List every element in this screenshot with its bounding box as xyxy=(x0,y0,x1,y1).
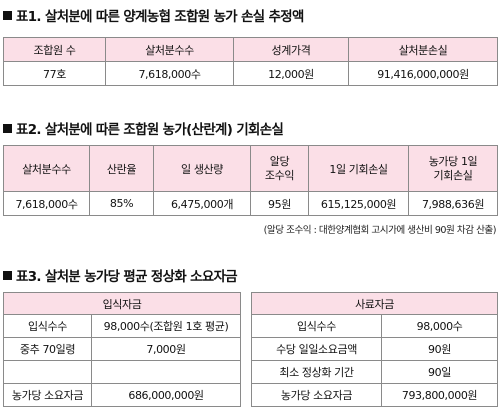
table2-cell: 85% xyxy=(89,191,154,216)
table3-right-label: 최소 정상화 기간 xyxy=(251,360,382,384)
table3-left-label xyxy=(3,360,92,384)
table1-header-row: 조합원 수 살처분수수 성계가격 살처분손실 xyxy=(3,37,498,62)
square-bullet-icon xyxy=(3,11,12,20)
table3-left-label: 중추 70일령 xyxy=(3,337,92,361)
table3-right-value: 793,800,000원 xyxy=(380,383,499,407)
table3-right-header-row: 사료자금 xyxy=(250,292,499,315)
table3-left-value: 7,000원 xyxy=(90,337,242,361)
table2-header-row: 살처분수수 산란율 일 생산량 알당 조수익 1일 기회손실 농가당 1일 기회… xyxy=(3,145,498,192)
table3-title: 표3. 살처분 농가당 평균 정상화 소요자금 xyxy=(3,265,238,285)
table3-left-row: 중추 70일령 7,000원 xyxy=(3,337,242,361)
table3-left-header-row: 입식자금 xyxy=(2,292,242,315)
table2-cell: 7,988,636원 xyxy=(408,191,498,216)
table2-note: (알당 조수익 : 대한양계협회 고시가에 생산비 90원 차감 산출) xyxy=(263,225,497,236)
table2-header-cell: 살처분수수 xyxy=(3,145,90,192)
table3-right-label: 입식수수 xyxy=(251,314,382,338)
table3-right-value: 98,000수 xyxy=(380,314,499,338)
table2-cell: 615,125,000원 xyxy=(308,191,409,216)
table3-left-label: 농가당 소요자금 xyxy=(3,383,92,407)
table3-right-label: 농가당 소요자금 xyxy=(251,383,382,407)
table2-data-row: 7,618,000수 85% 6,475,000개 95원 615,125,00… xyxy=(3,191,498,216)
table3-right-header: 사료자금 xyxy=(250,292,499,315)
table3-right-row: 입식수수 98,000수 xyxy=(251,314,499,338)
table3-right-value: 90일 xyxy=(380,360,499,384)
table1-cell: 91,416,000,000원 xyxy=(348,61,498,86)
table3-right-label: 수당 일일소요금액 xyxy=(251,337,382,361)
table3-left-row: 입식수수 98,000수(조합원 1호 평균) xyxy=(3,314,242,338)
table2-header-cell: 산란율 xyxy=(89,145,154,192)
table2-header-cell: 농가당 1일 기회손실 xyxy=(408,145,498,192)
table2: 살처분수수 산란율 일 생산량 알당 조수익 1일 기회손실 농가당 1일 기회… xyxy=(3,145,498,216)
table2-title: 표2. 살처분에 따른 조합원 농가(산란계) 기회손실 xyxy=(3,118,284,138)
table1-data-row: 77호 7,618,000수 12,000원 91,416,000,000원 xyxy=(3,61,498,86)
table1-header-cell: 조합원 수 xyxy=(3,37,106,62)
table3-left-value: 686,000,000원 xyxy=(90,383,242,407)
table1-cell: 77호 xyxy=(3,61,106,86)
table1-header-cell: 성계가격 xyxy=(233,37,349,62)
table3-right: 사료자금 입식수수 98,000수 수당 일일소요금액 90원 최소 정상화 기… xyxy=(250,292,499,407)
square-bullet-icon xyxy=(3,124,12,133)
table2-header-cell: 알당 조수익 xyxy=(250,145,309,192)
table3-left-header: 입식자금 xyxy=(2,292,242,315)
table1-cell: 12,000원 xyxy=(233,61,349,86)
table2-header-cell: 일 생산량 xyxy=(153,145,251,192)
table3-right-value: 90원 xyxy=(380,337,499,361)
table3-left-row: 농가당 소요자금 686,000,000원 xyxy=(3,383,242,407)
table2-header-cell: 1일 기회손실 xyxy=(308,145,409,192)
table3-left-label: 입식수수 xyxy=(3,314,92,338)
table3-left-value xyxy=(90,360,242,384)
table1-header-cell: 살처분수수 xyxy=(105,37,234,62)
square-bullet-icon xyxy=(3,271,12,280)
table3-left-row xyxy=(3,360,242,384)
table1: 조합원 수 살처분수수 성계가격 살처분손실 77호 7,618,000수 12… xyxy=(3,37,498,86)
table2-cell: 7,618,000수 xyxy=(3,191,90,216)
table1-title: 표1. 살처분에 따른 양계농협 조합원 농가 손실 추정액 xyxy=(3,5,304,25)
table3-left-value: 98,000수(조합원 1호 평균) xyxy=(90,314,242,338)
table3-right-row: 농가당 소요자금 793,800,000원 xyxy=(251,383,499,407)
table1-cell: 7,618,000수 xyxy=(105,61,234,86)
table3-right-row: 수당 일일소요금액 90원 xyxy=(251,337,499,361)
table3-left: 입식자금 입식수수 98,000수(조합원 1호 평균) 중추 70일령 7,0… xyxy=(2,292,242,407)
table1-header-cell: 살처분손실 xyxy=(348,37,498,62)
table2-cell: 6,475,000개 xyxy=(153,191,251,216)
table3-right-row: 최소 정상화 기간 90일 xyxy=(251,360,499,384)
table2-cell: 95원 xyxy=(250,191,309,216)
